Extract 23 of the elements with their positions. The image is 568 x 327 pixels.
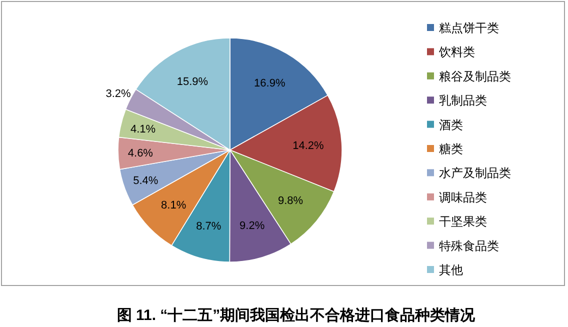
legend-label: 干坚果类 (439, 214, 487, 229)
data-label: 8.7% (196, 220, 222, 232)
data-label: 5.4% (133, 175, 158, 188)
legend-label: 乳制品类 (439, 94, 487, 108)
legend-label: 糕点饼干类 (439, 21, 499, 35)
legend-label: 糖类 (439, 142, 463, 156)
data-label: 8.1% (161, 199, 186, 212)
legend-label: 特殊食品类 (439, 238, 499, 253)
data-label: 4.6% (128, 148, 154, 160)
data-label: 15.9% (176, 76, 208, 88)
data-label: 4.1% (130, 123, 156, 136)
legend-label: 粮谷及制品类 (439, 69, 511, 84)
legend-label: 水产及制品类 (439, 166, 511, 180)
legend-label: 调味品类 (439, 190, 487, 204)
legend-label: 酒类 (439, 118, 463, 132)
data-label: 9.8% (278, 194, 304, 207)
text: 图 11. “十二五”期间我国检出不合格进口食品种类情况 (116, 307, 476, 324)
data-label: 14.2% (292, 140, 324, 152)
data-label: 16.9% (254, 77, 286, 90)
legend-label: 其他 (439, 263, 463, 277)
data-label: 9.2% (240, 220, 265, 232)
data-label: 3.2% (106, 88, 132, 100)
legend-label: 饮料类 (438, 45, 475, 60)
